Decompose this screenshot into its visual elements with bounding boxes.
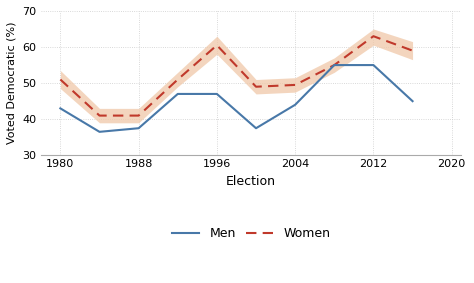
X-axis label: Election: Election — [226, 175, 276, 188]
Line: Women: Women — [60, 36, 412, 115]
Men — [57, 107, 63, 110]
Women — [253, 85, 259, 88]
Legend: Men, Women: Men, Women — [167, 222, 335, 245]
Men — [331, 63, 337, 67]
Line: Men: Men — [60, 65, 412, 132]
Men — [97, 130, 102, 134]
Women — [371, 35, 376, 38]
Men — [253, 127, 259, 130]
Women — [136, 114, 141, 117]
Women — [57, 78, 63, 81]
Y-axis label: Voted Democratic (%): Voted Democratic (%) — [7, 22, 17, 144]
Men — [410, 99, 415, 103]
Men — [175, 92, 181, 96]
Women — [175, 78, 181, 81]
Women — [214, 44, 220, 47]
Men — [214, 92, 220, 96]
Women — [331, 63, 337, 67]
Women — [97, 114, 102, 117]
Men — [292, 103, 298, 106]
Women — [292, 83, 298, 87]
Women — [410, 49, 415, 52]
Men — [371, 63, 376, 67]
Men — [136, 127, 141, 130]
